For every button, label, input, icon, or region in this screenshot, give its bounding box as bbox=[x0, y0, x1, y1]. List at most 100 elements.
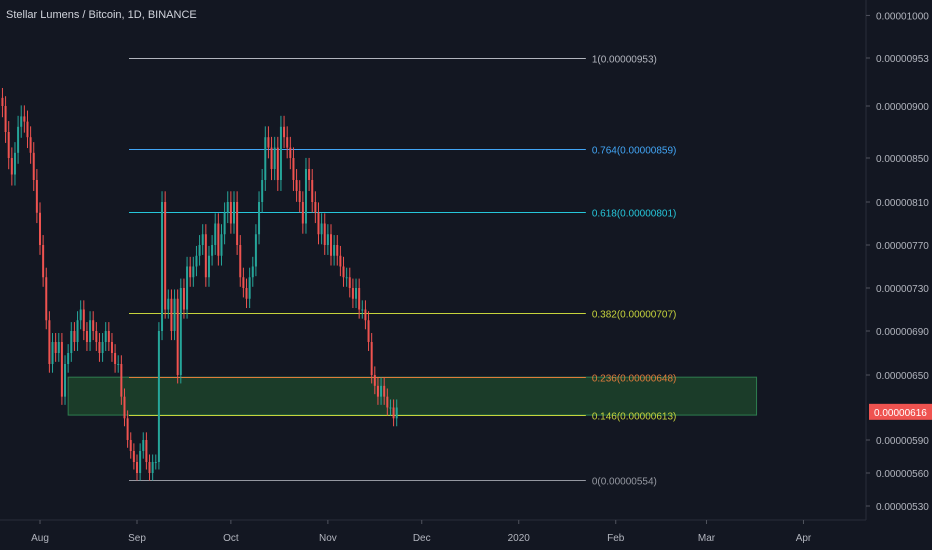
time-axis[interactable]: Aug Sep Oct Nov Dec 2020 Feb Mar Apr bbox=[31, 520, 812, 544]
candle-body bbox=[176, 298, 179, 375]
candle-body bbox=[348, 277, 351, 288]
candle-body bbox=[254, 234, 257, 267]
candle-body bbox=[170, 298, 173, 331]
candle-body bbox=[226, 202, 229, 213]
candle-body bbox=[142, 440, 145, 451]
y-axis-tick-label: 0.00000730 bbox=[876, 284, 929, 295]
candle-body bbox=[292, 158, 295, 180]
candle-body bbox=[1, 97, 4, 106]
x-axis-tick-label: 2020 bbox=[508, 533, 531, 544]
candle-body bbox=[345, 277, 348, 279]
candle-body bbox=[129, 440, 132, 451]
candle-body bbox=[286, 137, 289, 148]
y-axis-tick-label: 0.00000850 bbox=[876, 154, 929, 165]
y-axis-tick-label: 0.00000900 bbox=[876, 102, 929, 113]
candle-body bbox=[301, 202, 304, 224]
candle-body bbox=[95, 331, 98, 342]
candle-body bbox=[376, 385, 379, 397]
last-price-badge bbox=[869, 403, 932, 420]
candle-body bbox=[217, 223, 220, 256]
candle-body bbox=[195, 255, 198, 267]
y-axis-tick-label: 0.00000530 bbox=[876, 502, 929, 513]
x-axis-tick-label: Mar bbox=[698, 533, 716, 544]
candle-body bbox=[370, 342, 373, 375]
candle-body bbox=[201, 234, 204, 245]
candle-body bbox=[270, 147, 273, 169]
last-price-layer: 0.00000616 bbox=[869, 403, 932, 420]
candle-body bbox=[70, 331, 73, 353]
candle-body bbox=[132, 451, 135, 462]
candle-body bbox=[189, 266, 192, 278]
fib-level-label: 0.382(0.00000707) bbox=[592, 310, 677, 321]
candle-body bbox=[298, 191, 301, 202]
candle-body bbox=[173, 298, 176, 331]
candle-body bbox=[198, 245, 201, 256]
candle-body bbox=[7, 132, 10, 158]
x-axis-tick-label: Sep bbox=[128, 533, 146, 544]
candle-body bbox=[323, 223, 326, 245]
candle-body bbox=[273, 147, 276, 169]
fibonacci-retracement[interactable]: 1(0.00000953) 0.764(0.00000859) 0.618(0.00… bbox=[129, 55, 676, 488]
y-axis-tick-label: 0.00000590 bbox=[876, 436, 929, 447]
candle-body bbox=[76, 320, 79, 342]
candle-body bbox=[79, 309, 82, 321]
candle-body bbox=[308, 169, 311, 180]
candle-body bbox=[98, 342, 101, 353]
candle-body bbox=[223, 212, 226, 235]
candle-body bbox=[283, 126, 286, 138]
x-axis-tick-label: Aug bbox=[31, 533, 49, 544]
candle-body bbox=[29, 137, 32, 153]
candle-body bbox=[373, 375, 376, 386]
candle-body bbox=[10, 158, 13, 175]
price-axis[interactable]: 0.00001000 0.00000953 0.00000900 0.00000850… bbox=[866, 11, 929, 513]
fib-level-label: 0.764(0.00000859) bbox=[592, 146, 677, 157]
candles-layer bbox=[1, 87, 398, 481]
y-axis-tick-label: 0.00000770 bbox=[876, 241, 929, 252]
y-axis-tick-label: 0.00000810 bbox=[876, 198, 929, 209]
candle-body bbox=[279, 126, 282, 180]
candle-body bbox=[220, 234, 223, 256]
candle-body bbox=[289, 147, 292, 158]
candle-body bbox=[326, 234, 329, 245]
candle-body bbox=[120, 364, 123, 397]
candle-body bbox=[148, 462, 151, 473]
x-axis-tick-label: Dec bbox=[413, 533, 431, 544]
candle-body bbox=[330, 234, 332, 256]
candle-body bbox=[333, 245, 336, 256]
candle-body bbox=[26, 121, 29, 138]
candle-body bbox=[258, 202, 261, 235]
y-axis-tick-label: 0.00000650 bbox=[876, 371, 929, 382]
support-zone-box[interactable] bbox=[67, 376, 758, 416]
candle-body bbox=[342, 266, 345, 278]
last-price-label: 0.00000616 bbox=[874, 408, 927, 419]
candle-body bbox=[154, 462, 157, 463]
candle-body bbox=[355, 288, 358, 299]
candle-body bbox=[314, 202, 317, 213]
candle-body bbox=[361, 309, 364, 311]
fib-level-label: 0.618(0.00000801) bbox=[592, 209, 677, 220]
candle-body bbox=[386, 396, 389, 408]
y-axis-tick-label: 0.00000953 bbox=[876, 54, 929, 65]
candle-body bbox=[339, 255, 342, 267]
candle-body bbox=[207, 255, 210, 278]
candle-body bbox=[167, 298, 170, 310]
candle-body bbox=[380, 385, 383, 397]
fib-level-label: 0.236(0.00000648) bbox=[592, 374, 677, 385]
y-axis-tick-label: 0.00000690 bbox=[876, 327, 929, 338]
candle-body bbox=[164, 202, 167, 310]
candle-body bbox=[67, 353, 70, 364]
candle-body bbox=[13, 152, 16, 175]
support-zone-layer bbox=[67, 376, 758, 416]
fib-level-label: 0.146(0.00000613) bbox=[592, 412, 677, 423]
candle-body bbox=[42, 245, 45, 278]
fib-level-label: 0(0.00000554) bbox=[592, 477, 657, 488]
candle-body bbox=[179, 288, 182, 375]
candle-body bbox=[248, 277, 251, 299]
candle-body bbox=[48, 320, 51, 364]
candle-body bbox=[20, 116, 23, 127]
candle-body bbox=[214, 223, 217, 245]
candle-body bbox=[395, 407, 398, 419]
candle-body bbox=[126, 418, 129, 440]
candle-body bbox=[136, 462, 138, 473]
